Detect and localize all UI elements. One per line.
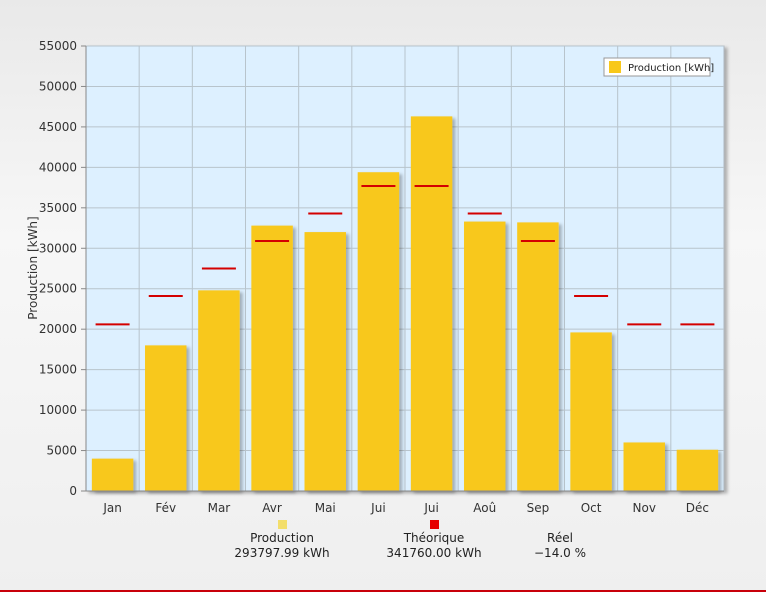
production-chart: 0 5000 10000 15000 20000 25000 30000 35000 40000… (26, 39, 725, 515)
bar-2 (198, 290, 240, 491)
y-tick-label: 55000 (39, 39, 77, 53)
y-tick-label: 0 (69, 484, 77, 498)
theoretical-markers (95, 184, 715, 326)
summary-production-label: Production (250, 531, 314, 545)
legend-label-production: Production [kWh] (628, 63, 714, 74)
y-axis-ticks: 0 5000 10000 15000 20000 25000 30000 35000 40000… (39, 39, 86, 498)
y-tick-label: 25000 (39, 282, 77, 296)
summary-reel-label: Réel (547, 531, 573, 545)
summary-theorique-value: 341760.00 kWh (386, 546, 482, 560)
x-tick-label: Sep (527, 501, 550, 515)
y-tick-label: 35000 (39, 201, 77, 215)
y-tick-label: 20000 (39, 322, 77, 336)
bar-9 (570, 332, 612, 491)
y-tick-label: 50000 (39, 79, 77, 93)
bar-11 (676, 449, 719, 491)
x-tick-label: Jui (370, 501, 385, 515)
summary-theorique-label: Théorique (403, 531, 465, 545)
legend-swatch-production (609, 61, 621, 73)
bar-3 (251, 225, 293, 492)
theorique-swatch (429, 520, 439, 529)
production-swatch (277, 520, 287, 529)
bottom-accent-line (0, 590, 766, 592)
x-tick-label: Avr (262, 501, 282, 515)
bar-5 (357, 172, 400, 491)
y-axis-label: Production [kWh] (26, 216, 40, 319)
x-tick-label: Mai (315, 501, 336, 515)
x-axis-ticks: Jan Fév Mar Avr Mai Jui Jui Aoû Sep Oct Nov Déc (102, 501, 709, 515)
x-tick-label: Jui (423, 501, 438, 515)
y-tick-label: 5000 (46, 444, 77, 458)
grid-lines (86, 45, 724, 491)
bars (91, 116, 719, 492)
summary-stats: Production 293797.99 kWh Théorique 34176… (0, 520, 766, 580)
bar-1 (145, 345, 187, 491)
legend-box (603, 57, 711, 77)
y-tick-label: 10000 (39, 403, 77, 417)
y-tick-label: 30000 (39, 241, 77, 255)
bar-0 (91, 458, 134, 491)
y-tick-label: 40000 (39, 160, 77, 174)
summary-production: Production 293797.99 kWh (222, 520, 342, 561)
x-tick-label: Aoû (473, 501, 496, 515)
x-tick-label: Oct (581, 501, 602, 515)
bar-10 (623, 442, 665, 491)
x-tick-label: Fév (155, 501, 176, 515)
summary-reel: Réel −14.0 % (520, 520, 600, 561)
legend: Production [kWh] (603, 57, 714, 77)
bar-4 (304, 232, 346, 491)
x-tick-label: Nov (633, 501, 656, 515)
x-tick-label: Déc (686, 501, 709, 515)
summary-reel-value: −14.0 % (534, 546, 586, 560)
bar-7 (464, 221, 506, 491)
summary-production-value: 293797.99 kWh (234, 546, 330, 560)
x-tick-label: Jan (102, 501, 122, 515)
x-tick-label: Mar (208, 501, 231, 515)
bar-8 (517, 222, 559, 491)
y-tick-label: 15000 (39, 363, 77, 377)
summary-theorique: Théorique 341760.00 kWh (372, 520, 496, 561)
bar-6 (410, 116, 453, 492)
y-tick-label: 45000 (39, 120, 77, 134)
